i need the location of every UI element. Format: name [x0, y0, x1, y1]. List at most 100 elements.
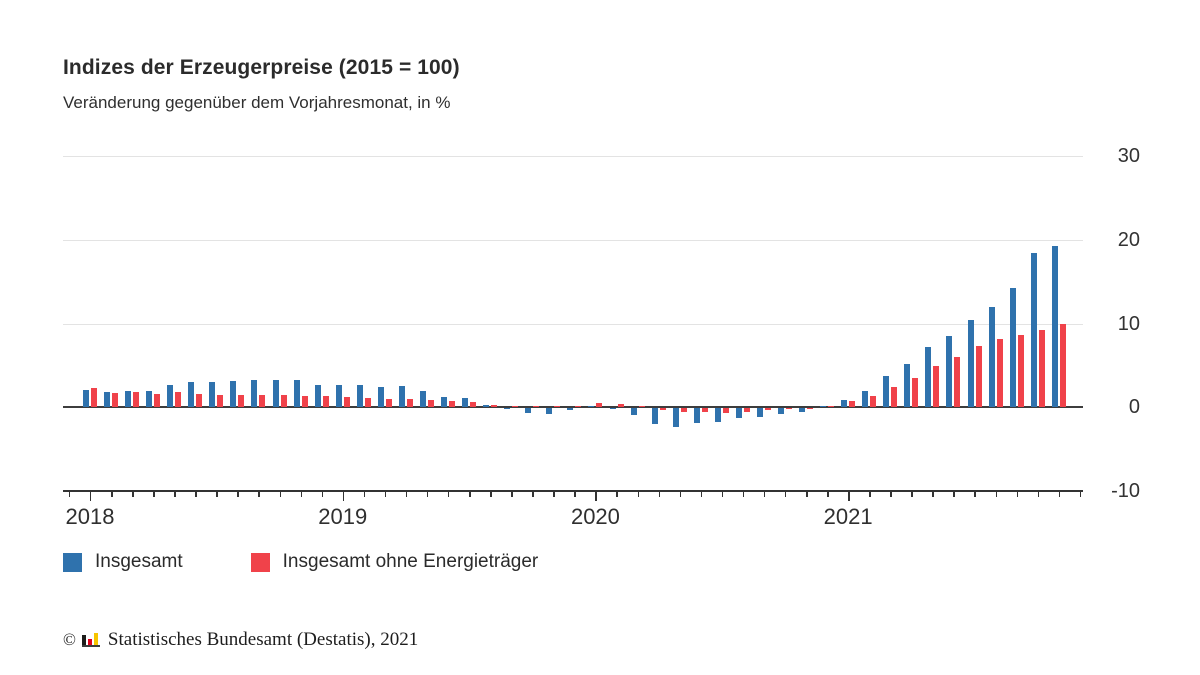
- bar-insgesamt: [125, 391, 132, 408]
- x-axis-tick: [721, 492, 724, 497]
- bar-ohne-energietraeger: [175, 392, 182, 408]
- bar-insgesamt: [588, 405, 595, 408]
- x-axis-tick: [806, 492, 808, 497]
- x-tick-label: 2019: [318, 504, 368, 529]
- bar-ohne-energietraeger: [217, 394, 224, 408]
- bar-insgesamt: [462, 398, 469, 408]
- bar-insgesamt: [293, 379, 300, 408]
- x-axis-tick: [953, 492, 955, 497]
- bar-ohne-energietraeger: [196, 393, 203, 408]
- x-axis-tick: [174, 492, 176, 497]
- bar-insgesamt: [651, 408, 658, 425]
- y-tick-label: 30: [1117, 145, 1140, 167]
- x-axis-tick: [342, 492, 345, 501]
- bar-insgesamt: [883, 376, 890, 408]
- bar-insgesamt: [188, 382, 195, 408]
- x-axis-tick: [869, 492, 871, 497]
- bar-insgesamt: [314, 384, 321, 408]
- logo-bar: [93, 633, 98, 645]
- bar-ohne-energietraeger: [427, 399, 434, 408]
- bar-insgesamt: [799, 408, 806, 413]
- bar-insgesamt: [441, 397, 448, 408]
- x-axis-tick: [89, 492, 92, 501]
- legend: Insgesamt Insgesamt ohne Energieträger: [63, 551, 538, 573]
- x-axis-line: [63, 490, 1083, 492]
- y-tick-label: 0: [1128, 396, 1140, 419]
- y-tick-label: -10: [1111, 480, 1140, 502]
- bar-ohne-energietraeger: [785, 408, 792, 410]
- x-axis-tick: [742, 492, 745, 497]
- bar-ohne-energietraeger: [91, 387, 97, 408]
- bar-ohne-energietraeger: [280, 394, 287, 408]
- x-axis-tick: [111, 492, 113, 497]
- bar-ohne-energietraeger: [512, 405, 519, 408]
- bar-ohne-energietraeger: [554, 406, 561, 408]
- x-tick-label: 2020: [570, 504, 620, 529]
- bar-ohne-energietraeger: [596, 403, 603, 408]
- x-axis-tick: [237, 492, 239, 497]
- bar-insgesamt: [546, 408, 553, 415]
- bar-ohne-energietraeger: [638, 405, 645, 408]
- x-axis-tick: [384, 492, 387, 497]
- bar-ohne-energietraeger: [533, 406, 540, 408]
- bar-insgesamt: [272, 379, 279, 408]
- bar-insgesamt: [525, 408, 532, 414]
- bar-ohne-energietraeger: [912, 377, 919, 408]
- x-axis-tick: [1037, 492, 1040, 497]
- x-axis-tick: [595, 492, 597, 501]
- bar-insgesamt: [1051, 246, 1058, 408]
- bar-insgesamt: [230, 381, 237, 408]
- zero-gridline: [63, 406, 1083, 409]
- bar-insgesamt: [104, 392, 111, 408]
- bar-ohne-energietraeger: [743, 408, 750, 412]
- bar-insgesamt: [335, 385, 342, 408]
- bar-insgesamt: [209, 382, 216, 408]
- bar-ohne-energietraeger: [954, 357, 961, 408]
- legend-label: Insgesamt: [95, 551, 183, 572]
- bar-ohne-energietraeger: [870, 396, 877, 408]
- bar-ohne-energietraeger: [1017, 335, 1024, 408]
- gridline: [63, 239, 1083, 241]
- bar-ohne-energietraeger: [449, 400, 456, 408]
- logo-bar: [81, 635, 86, 645]
- legend-item-insgesamt: Insgesamt: [63, 551, 183, 573]
- bar-ohne-energietraeger: [764, 408, 771, 410]
- x-axis-tick: [784, 492, 787, 497]
- x-axis-tick: [469, 492, 471, 497]
- bar-ohne-energietraeger: [1059, 324, 1066, 408]
- gridline: [63, 323, 1083, 325]
- bar-insgesamt: [777, 408, 784, 415]
- x-axis-tick: [216, 492, 218, 497]
- bar-ohne-energietraeger: [491, 404, 498, 408]
- copyright-symbol: ©: [63, 630, 76, 649]
- bar-insgesamt: [567, 408, 574, 410]
- x-axis-tick: [574, 492, 576, 497]
- bar-insgesamt: [967, 320, 974, 408]
- x-axis-tick: [553, 492, 555, 497]
- x-axis-tick: [300, 492, 303, 497]
- bar-ohne-energietraeger: [828, 406, 835, 408]
- x-axis-tick: [827, 492, 829, 497]
- bar-insgesamt: [83, 389, 89, 408]
- x-axis-tick: [195, 492, 197, 497]
- bar-ohne-energietraeger: [996, 339, 1003, 408]
- bar-ohne-energietraeger: [322, 396, 329, 408]
- bar-insgesamt: [630, 408, 637, 415]
- bar-ohne-energietraeger: [238, 394, 245, 408]
- bar-ohne-energietraeger: [722, 408, 729, 414]
- x-axis-tick: [616, 492, 618, 497]
- bar-ohne-energietraeger: [1038, 330, 1045, 408]
- x-axis-tick: [700, 492, 703, 497]
- bar-insgesamt: [672, 408, 679, 427]
- x-axis-tick: [1058, 492, 1061, 497]
- bar-insgesamt: [820, 405, 827, 408]
- bar-ohne-energietraeger: [891, 387, 898, 408]
- bar-insgesamt: [904, 363, 911, 408]
- bar-ohne-energietraeger: [575, 405, 582, 408]
- legend-swatch-red: [250, 552, 270, 572]
- x-axis-tick: [68, 492, 71, 497]
- bar-insgesamt: [925, 346, 932, 408]
- bar-ohne-energietraeger: [259, 394, 266, 408]
- source-text: Statistisches Bundesamt (Destatis), 2021: [107, 629, 419, 650]
- legend-swatch-blue: [63, 552, 82, 572]
